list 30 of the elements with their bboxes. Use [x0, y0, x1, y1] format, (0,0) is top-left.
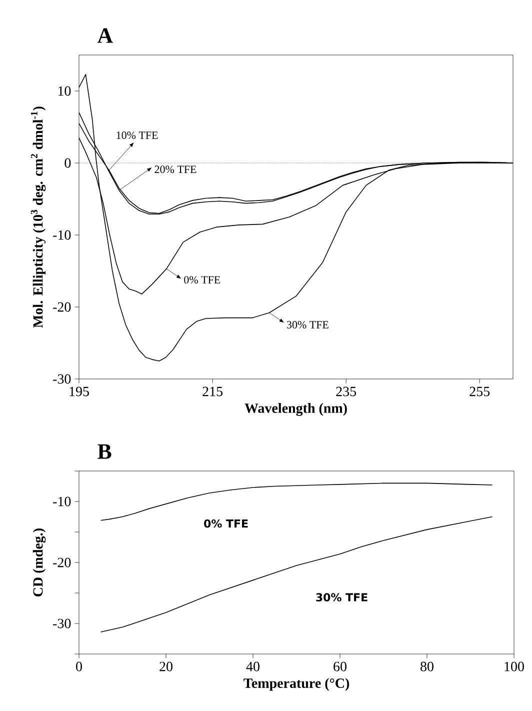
x-tick-label: 215: [202, 386, 222, 396]
y-tick-label: -30: [53, 374, 71, 384]
chart-title: B: [98, 444, 112, 459]
x-tick-label: 235: [336, 386, 356, 396]
annotation: 0% TFE: [204, 519, 248, 528]
y-tick-label: 10: [58, 86, 71, 96]
y-axis-title: Mol. Ellipticity (10$^{3}$ deg. cm$^{2}$ dmol$^{-1}$): [30, 106, 46, 328]
x-tick-label: 0: [76, 662, 82, 672]
annotation: 0% TFE: [184, 276, 220, 284]
x-tick-label: 20: [160, 662, 172, 672]
x-tick-label: 195: [70, 386, 89, 396]
y-tick-label: -10: [53, 496, 71, 506]
annotation: 10% TFE: [116, 132, 158, 139]
x-axis-title: Wavelength (nm): [244, 403, 347, 416]
x-tick-label: 255: [470, 386, 490, 396]
chart-title: A: [97, 28, 113, 43]
y-tick-label: -20: [53, 558, 71, 568]
y-tick-label: -10: [53, 230, 71, 240]
x-axis-title: Temperature (°C): [244, 678, 350, 691]
y-tick-label: -20: [53, 302, 71, 312]
x-tick-label: 80: [420, 662, 434, 672]
y-axis-title: CD (mdeg.): [32, 528, 46, 596]
x-tick-label: 60: [334, 662, 346, 672]
x-tick-label: 40: [246, 662, 260, 672]
y-tick-label: 0: [64, 158, 71, 168]
annotation: 30% TFE: [316, 593, 368, 602]
y-tick-label: -30: [53, 618, 71, 628]
annotation: 30% TFE: [287, 321, 328, 328]
x-tick-label: 100: [504, 662, 524, 672]
annotation: 20% TFE: [154, 166, 196, 174]
